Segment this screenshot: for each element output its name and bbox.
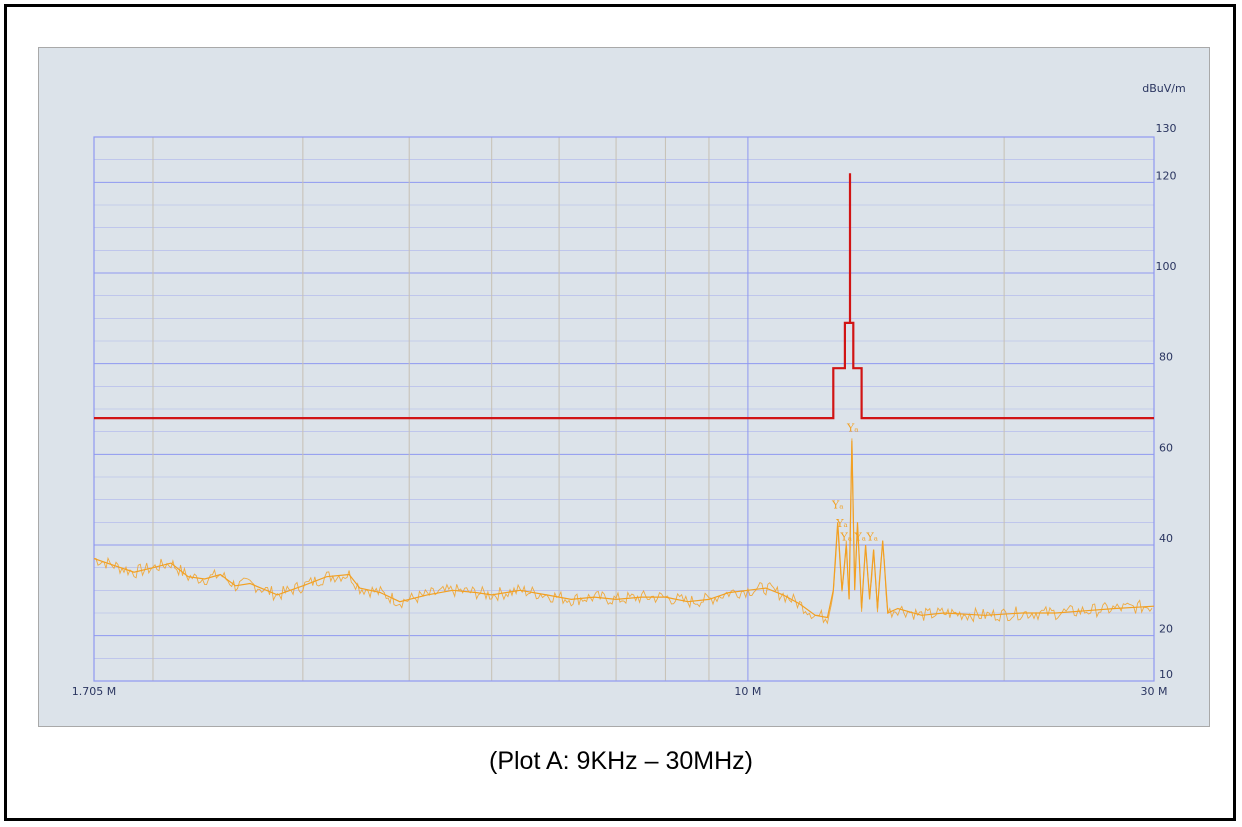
- peak-marker: Yₐ: [831, 499, 844, 512]
- y-tick-label: 10: [1159, 668, 1173, 681]
- y-axis-label: dBuV/m: [1142, 82, 1185, 95]
- y-tick-label: 120: [1156, 169, 1177, 182]
- y-tick-label: 60: [1159, 441, 1173, 454]
- figure-caption: (Plot A: 9KHz – 30MHz): [489, 747, 753, 775]
- y-tick-label: 40: [1159, 532, 1173, 545]
- y-tick-label: 20: [1159, 623, 1173, 636]
- plot-border: [93, 136, 1155, 682]
- series-measurement: [93, 440, 1155, 619]
- x-tick-label: 10 M: [734, 685, 761, 698]
- y-tick-label: 100: [1156, 260, 1177, 273]
- measurement-noise: [93, 438, 1153, 625]
- series-limit: [94, 321, 1154, 420]
- x-tick-label: 30 M: [1141, 685, 1168, 698]
- peak-marker: Yₐ: [853, 530, 866, 543]
- peak-marker: Yₐ: [835, 517, 848, 530]
- x-tick-label: 1.705 M: [72, 685, 116, 698]
- y-tick-label: 130: [1156, 122, 1177, 135]
- peak-marker: Yₐ: [866, 530, 879, 543]
- peak-marker: Yₐ: [846, 422, 859, 435]
- peak-marker: Yₐ: [840, 530, 853, 543]
- y-tick-label: 80: [1159, 351, 1173, 364]
